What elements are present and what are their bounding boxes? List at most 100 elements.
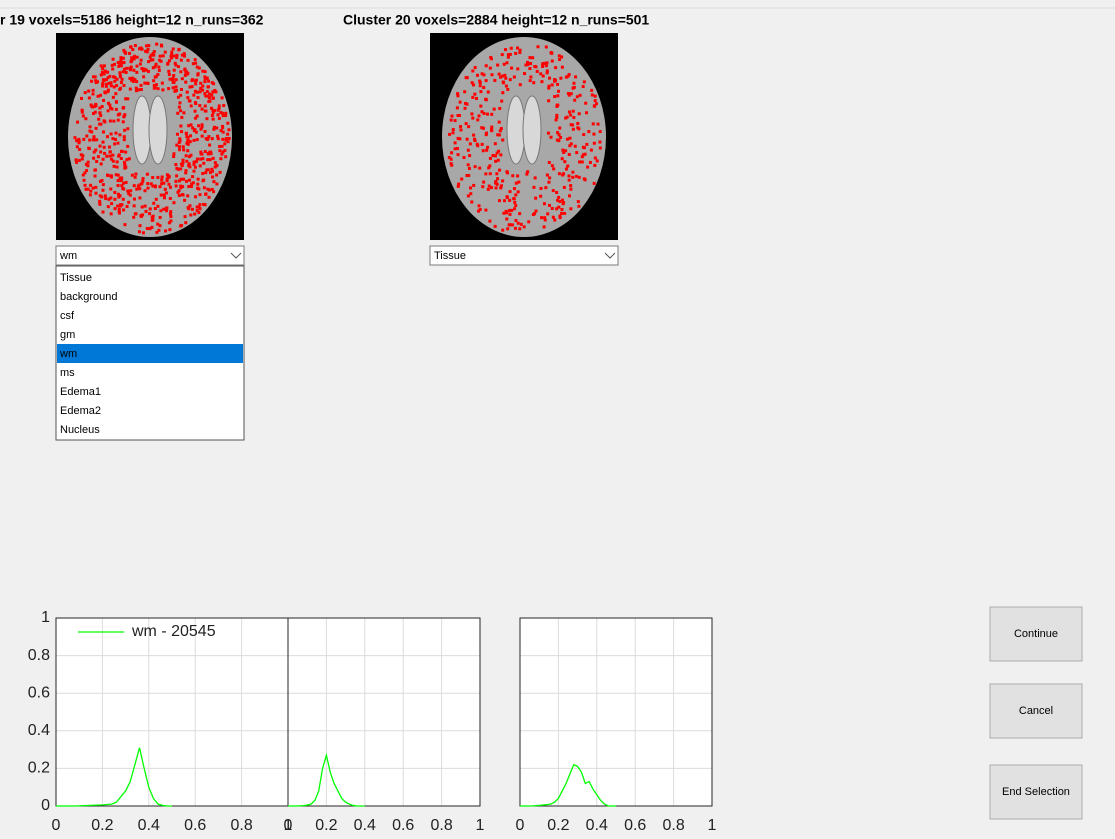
lesion-voxel — [120, 81, 123, 84]
lesion-voxel — [488, 220, 491, 223]
lesion-voxel — [556, 94, 559, 97]
lesion-voxel — [207, 85, 210, 88]
y-tick-label: 1 — [41, 609, 50, 626]
option[interactable]: Tissue — [60, 272, 92, 284]
lesion-voxel — [583, 177, 586, 180]
lesion-voxel — [186, 149, 189, 152]
lesion-voxel — [167, 70, 170, 73]
lesion-voxel — [541, 65, 544, 68]
lesion-voxel — [109, 120, 112, 123]
lesion-voxel — [516, 174, 519, 177]
lesion-voxel — [464, 107, 467, 110]
ventricle — [507, 96, 525, 164]
lesion-voxel — [206, 158, 209, 161]
option[interactable]: gm — [60, 329, 75, 341]
lesion-voxel — [122, 198, 125, 201]
option[interactable]: background — [60, 291, 118, 303]
lesion-voxel — [111, 68, 114, 71]
lesion-voxel — [467, 163, 470, 166]
lesion-voxel — [509, 190, 512, 193]
plot-area — [520, 618, 712, 806]
button-label[interactable]: Cancel — [1019, 705, 1053, 717]
lesion-voxel — [175, 78, 178, 81]
lesion-voxel — [179, 124, 182, 127]
lesion-voxel — [485, 132, 488, 135]
lesion-voxel — [117, 184, 120, 187]
lesion-voxel — [534, 176, 537, 179]
lesion-voxel — [107, 82, 110, 85]
lesion-voxel — [481, 143, 484, 146]
lesion-voxel — [142, 231, 145, 234]
lesion-voxel — [105, 155, 108, 158]
lesion-voxel — [102, 183, 105, 186]
lesion-voxel — [172, 74, 175, 77]
lesion-voxel — [553, 80, 556, 83]
lesion-voxel — [156, 176, 159, 179]
option[interactable]: Edema1 — [60, 386, 101, 398]
lesion-voxel — [456, 106, 459, 109]
lesion-voxel — [195, 79, 198, 82]
lesion-voxel — [459, 125, 462, 128]
lesion-voxel — [151, 216, 154, 219]
lesion-voxel — [126, 205, 129, 208]
option[interactable]: ms — [60, 367, 75, 379]
lesion-voxel — [494, 182, 497, 185]
lesion-voxel — [196, 183, 199, 186]
lesion-voxel — [165, 206, 168, 209]
lesion-voxel — [116, 166, 119, 169]
lesion-voxel — [540, 80, 543, 83]
lesion-voxel — [94, 175, 97, 178]
lesion-voxel — [134, 173, 137, 176]
legend-label: wm - 20545 — [131, 623, 216, 640]
panel-title: Cluster 20 voxels=2884 height=12 n_runs=… — [343, 12, 649, 28]
lesion-voxel — [175, 144, 178, 147]
lesion-voxel — [561, 66, 564, 69]
lesion-voxel — [505, 85, 508, 88]
lesion-voxel — [135, 188, 138, 191]
lesion-voxel — [490, 57, 493, 60]
lesion-voxel — [504, 77, 507, 80]
lesion-voxel — [176, 133, 179, 136]
lesion-voxel — [510, 47, 513, 50]
lesion-voxel — [450, 158, 453, 161]
lesion-voxel — [578, 176, 581, 179]
lesion-voxel — [184, 215, 187, 218]
lesion-voxel — [196, 96, 199, 99]
lesion-voxel — [181, 185, 184, 188]
lesion-voxel — [100, 179, 103, 182]
lesion-voxel — [78, 148, 81, 151]
lesion-voxel — [514, 204, 517, 207]
lesion-voxel — [578, 112, 581, 115]
lesion-voxel — [513, 76, 516, 79]
lesion-voxel — [203, 92, 206, 95]
lesion-voxel — [556, 104, 559, 107]
button-label[interactable]: Continue — [1014, 628, 1058, 640]
lesion-voxel — [117, 61, 120, 64]
lesion-voxel — [130, 60, 133, 63]
selected-option[interactable]: wm — [59, 348, 77, 360]
button-label[interactable]: End Selection — [1002, 786, 1070, 798]
option[interactable]: Nucleus — [60, 424, 100, 436]
lesion-voxel — [115, 101, 118, 104]
dropdown[interactable] — [56, 246, 244, 265]
lesion-voxel — [144, 210, 147, 213]
option[interactable]: Edema2 — [60, 405, 101, 417]
lesion-voxel — [105, 83, 108, 86]
lesion-voxel — [191, 175, 194, 178]
lesion-voxel — [571, 123, 574, 126]
lesion-voxel — [206, 90, 209, 93]
lesion-voxel — [498, 169, 501, 172]
lesion-voxel — [499, 129, 502, 132]
lesion-voxel — [121, 61, 124, 64]
option[interactable]: csf — [60, 310, 75, 322]
lesion-voxel — [143, 189, 146, 192]
lesion-voxel — [181, 193, 184, 196]
lesion-voxel — [539, 187, 542, 190]
lesion-voxel — [140, 84, 143, 87]
lesion-voxel — [117, 65, 120, 68]
lesion-voxel — [478, 80, 481, 83]
lesion-voxel — [204, 171, 207, 174]
lesion-voxel — [210, 168, 213, 171]
lesion-voxel — [185, 180, 188, 183]
lesion-voxel — [500, 100, 503, 103]
